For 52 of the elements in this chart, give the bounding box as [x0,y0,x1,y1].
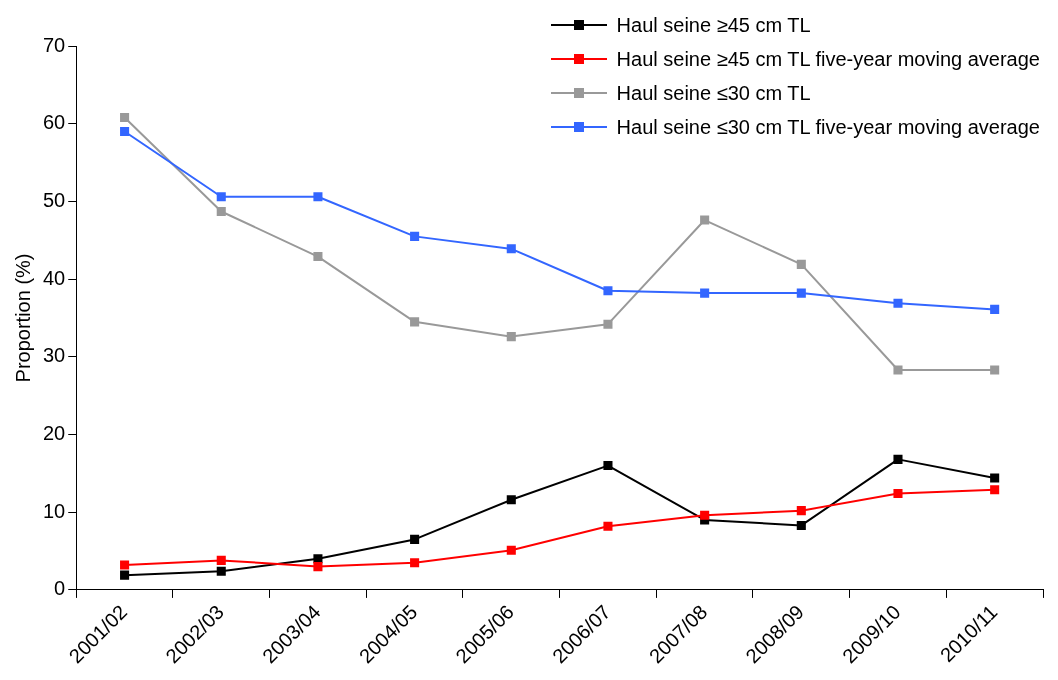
y-tick-label: 40 [43,266,66,289]
point [990,473,1000,483]
point [990,304,1000,314]
point [796,259,806,269]
y-axis-title: Proportion (%) [11,253,34,383]
point [893,454,903,464]
point [893,365,903,375]
point [216,206,226,217]
point [990,365,1000,375]
legend-label: Haul seine ≥45 cm TL five-year moving average [616,47,1040,72]
point [216,555,226,565]
point [603,461,613,471]
y-tick-label: 20 [43,422,66,445]
point [120,112,130,123]
point [700,215,710,225]
point [120,570,130,580]
point [506,244,516,254]
point [313,192,323,202]
point [313,562,323,572]
y-tick-label: 60 [43,111,66,134]
point [410,534,420,544]
point [796,520,806,530]
point [893,298,903,308]
point [410,558,420,568]
point [506,495,516,505]
legend-label: Haul seine ≤30 cm TL [616,81,811,106]
y-tick-label: 50 [43,188,66,211]
y-tick-label: 0 [54,577,66,600]
point [216,566,226,576]
point [410,231,420,241]
point [603,286,613,296]
point [313,554,323,564]
point [990,485,1000,495]
point [120,126,130,137]
legend-label: Haul seine ≥45 cm TL [616,13,811,38]
point [120,560,130,570]
point [700,510,710,520]
point [506,545,516,555]
y-tick-label: 10 [43,499,66,522]
point [700,288,710,298]
point [796,288,806,298]
point [603,319,613,329]
point [410,317,420,327]
point [796,506,806,516]
point [603,521,613,531]
point [313,252,323,262]
point [506,332,516,342]
point [216,192,226,202]
y-tick-label: 70 [43,33,66,56]
point [893,489,903,499]
legend-label: Haul seine ≤30 cm TL five-year moving average [616,115,1040,140]
y-tick-label: 30 [43,344,66,367]
